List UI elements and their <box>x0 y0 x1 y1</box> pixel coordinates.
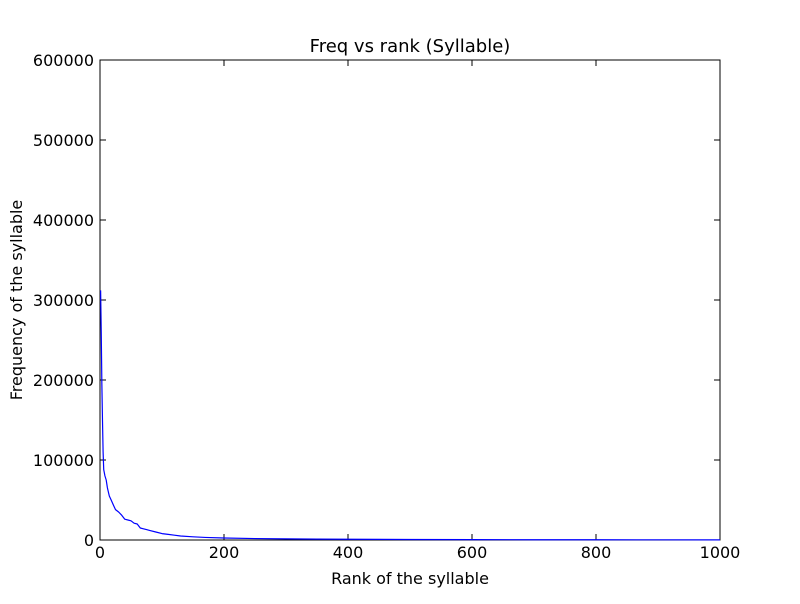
plot-frame <box>99 59 721 541</box>
chart-title: Freq vs rank (Syllable) <box>310 36 511 57</box>
y-tick-label: 400000 <box>33 211 94 230</box>
x-tick-label: 1000 <box>700 543 741 562</box>
series-line <box>100 290 721 541</box>
x-tick-label: 600 <box>457 543 488 562</box>
x-tick-label: 800 <box>581 543 612 562</box>
x-tick-label: 200 <box>209 543 240 562</box>
y-tick-label: 0 <box>84 531 94 550</box>
y-tick-label: 600000 <box>33 51 94 70</box>
y-tick-label: 200000 <box>33 371 94 390</box>
x-tick-label: 400 <box>333 543 364 562</box>
y-axis-ticks: 0 100000 200000 300000 400000 500000 600000 <box>33 51 720 550</box>
y-tick-label: 300000 <box>33 291 94 310</box>
series-layer <box>100 290 721 541</box>
y-tick-label: 500000 <box>33 131 94 150</box>
x-axis-label: Rank of the syllable <box>331 569 489 588</box>
x-tick-label: 0 <box>95 543 105 562</box>
x-axis-ticks: 0 200 400 600 800 1000 <box>95 60 740 562</box>
y-axis-label: Frequency of the syllable <box>7 200 26 401</box>
y-tick-label: 100000 <box>33 451 94 470</box>
